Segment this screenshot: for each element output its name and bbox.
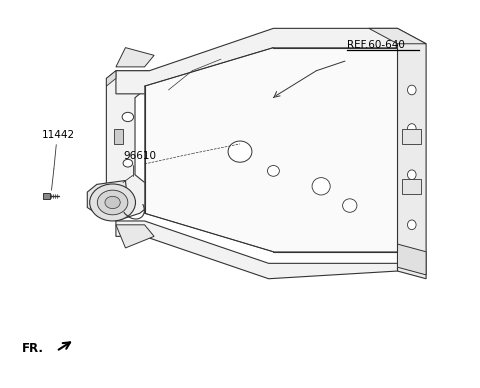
Ellipse shape: [408, 85, 416, 95]
Polygon shape: [87, 180, 128, 215]
Circle shape: [122, 113, 133, 121]
Circle shape: [105, 196, 120, 209]
Ellipse shape: [228, 141, 252, 162]
Ellipse shape: [408, 170, 416, 180]
Polygon shape: [116, 225, 154, 248]
Polygon shape: [116, 48, 154, 67]
Ellipse shape: [408, 220, 416, 230]
Ellipse shape: [408, 124, 416, 133]
Polygon shape: [144, 48, 397, 252]
Polygon shape: [116, 28, 397, 94]
Circle shape: [97, 190, 128, 215]
Polygon shape: [402, 178, 421, 194]
Polygon shape: [43, 193, 50, 199]
Circle shape: [90, 184, 135, 221]
Polygon shape: [397, 28, 426, 279]
Polygon shape: [369, 28, 426, 44]
Polygon shape: [397, 244, 426, 275]
Polygon shape: [107, 71, 149, 221]
Text: FR.: FR.: [22, 341, 43, 355]
Text: 11442: 11442: [42, 130, 75, 140]
Ellipse shape: [267, 166, 279, 176]
Ellipse shape: [343, 199, 357, 212]
Text: 96610: 96610: [123, 151, 156, 161]
Polygon shape: [107, 71, 116, 86]
Ellipse shape: [312, 178, 330, 195]
Text: REF.60-640: REF.60-640: [348, 40, 405, 50]
Circle shape: [123, 159, 132, 167]
Polygon shape: [402, 128, 421, 144]
Polygon shape: [114, 128, 123, 144]
Polygon shape: [116, 221, 397, 279]
